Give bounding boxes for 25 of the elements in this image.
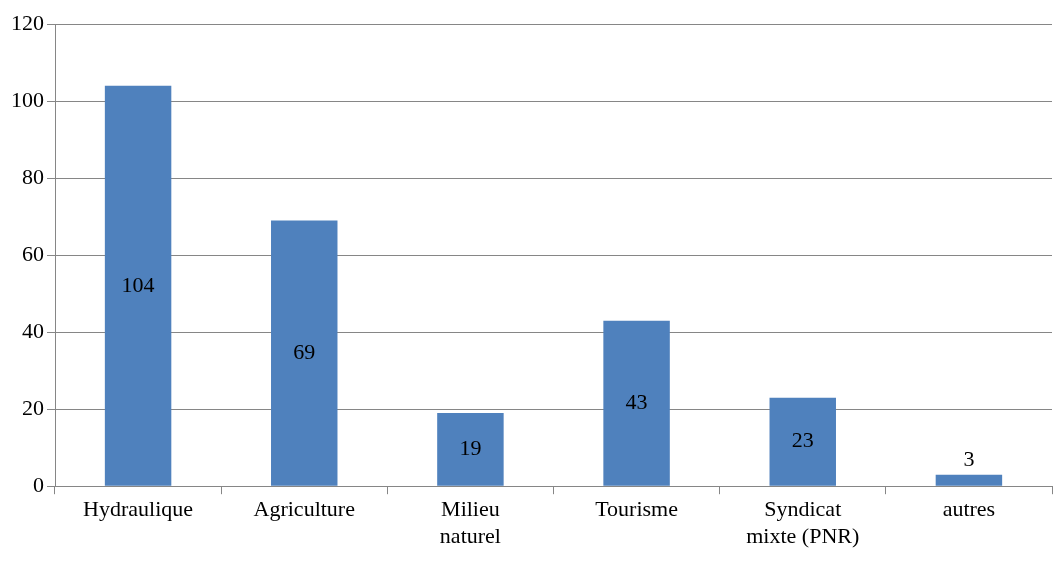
y-tick-label: 120: [11, 9, 44, 35]
data-label: 3: [963, 446, 975, 472]
y-tick-label: 80: [22, 163, 44, 189]
data-label: 43: [625, 388, 648, 414]
data-label: 19: [459, 435, 482, 461]
bar: [437, 413, 504, 486]
x-tick-label: autres: [942, 496, 996, 522]
x-tick-label: Tourisme: [595, 496, 678, 522]
x-tick-label: Agriculture: [253, 496, 355, 522]
y-tick-label: 40: [22, 317, 44, 343]
bar: [271, 220, 338, 486]
x-tick-label: Syndicat mixte (PNR): [746, 496, 860, 548]
y-tick-label: 60: [22, 240, 44, 266]
bar: [104, 85, 172, 486]
bar: [935, 474, 1003, 486]
data-label: 23: [791, 427, 814, 453]
data-label: 104: [121, 271, 155, 297]
bar: [769, 397, 836, 486]
x-tick-label: Milieu naturel: [439, 496, 501, 548]
data-label: 69: [293, 338, 316, 364]
y-tick-label: 20: [22, 394, 44, 420]
y-tick-label: 0: [33, 471, 44, 497]
y-tick-label: 100: [11, 86, 44, 112]
bar: [603, 320, 670, 486]
x-tick-label: Hydraulique: [83, 496, 194, 522]
